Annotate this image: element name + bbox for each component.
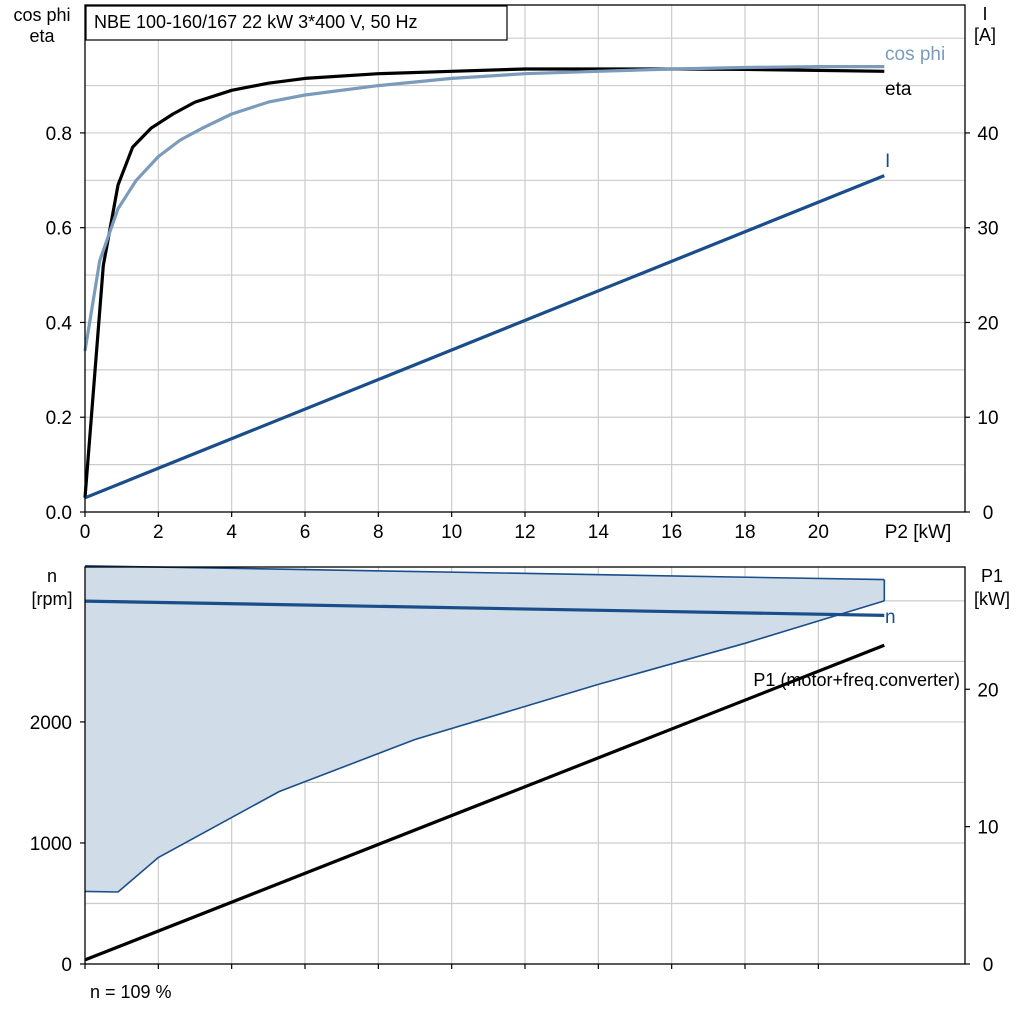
y-axis-right-title-line2: [A] [974,25,996,45]
x-tick-label: 0 [80,522,91,543]
x-tick-label: 8 [373,522,384,543]
y-tick-label-right: 0 [983,955,994,976]
top-chart: 0 2 4 6 8 10 12 14 16 18 20 0.0 0.2 0.4 0.6 0.8 0 10 20 30 4… [13,4,998,543]
footnote-speed: n = 109 % [90,982,172,1002]
y-axis-left-title-line1: cos phi [13,5,70,25]
x-tick-label: 12 [514,522,535,543]
y-tick-label-right: 10 [977,818,998,839]
x-tick-label: 6 [300,522,311,543]
y-tick-label-left: 2000 [30,713,72,734]
y-tick-label-left: 0.2 [46,408,72,429]
series-line-cos-phi [83,64,885,352]
bottom-ticks: 0 1000 2000 0 10 20 [30,680,999,976]
legend-eta: eta [885,79,912,100]
x-tick-label: 16 [661,522,682,543]
y-tick-label-left: 0.4 [46,313,73,334]
y-tick-label-right: 0 [983,503,994,524]
legend-cos-phi: cos phi [885,44,945,65]
y-tick-label-left: 0 [61,955,72,976]
y-tick-label-left: 1000 [30,834,72,855]
series-line-i [84,174,885,500]
y-axis-left-title-line2: [rpm] [31,589,72,609]
y-axis-left-title-line2: eta [29,26,55,46]
y-tick-label-right: 40 [977,124,998,145]
chart-title: NBE 100-160/167 22 kW 3*400 V, 50 Hz [94,12,418,32]
chart-title-box [85,5,508,41]
top-series [83,64,885,500]
x-tick-label: 2 [153,522,164,543]
x-tick-label: 4 [226,522,237,543]
y-tick-label-right: 20 [977,313,998,334]
series-line-n [84,599,885,617]
y-axis-right-title-line1: I [982,4,987,24]
y-tick-label-right: 20 [977,680,998,701]
top-ticks: 0 2 4 6 8 10 12 14 16 18 20 0.0 0.2 0.4 0.6 0.8 0 10 20 30 4… [46,124,999,543]
x-tick-label: 14 [588,522,610,543]
operating-range-area [85,565,885,892]
legend-speed: n [885,607,896,628]
operating-range-upper-edge [84,565,885,581]
y-axis-right-title-line2: [kW] [974,589,1010,609]
y-tick-label-right: 10 [977,408,998,429]
x-tick-label: 18 [734,522,755,543]
top-grid [85,5,965,512]
series-line-p1-motor-freq-converter [84,643,885,962]
y-tick-label-right: 30 [977,219,998,240]
y-tick-label-left: 0.8 [46,124,72,145]
y-axis-right-title-line1: P1 [981,566,1003,586]
x-tick-label: 20 [808,522,829,543]
legend-p1: P1 (motor+freq.converter) [753,670,960,690]
y-tick-label-left: 0.0 [46,503,72,524]
y-tick-label-left: 0.6 [46,219,72,240]
operating-range-lower-edge [84,600,885,893]
legend-current: I [885,151,890,172]
bottom-series [84,565,886,962]
x-axis-title: P2 [kW] [885,522,952,543]
x-tick-label: 10 [441,522,462,543]
y-axis-left-title-line1: n [47,566,57,586]
bottom-chart: 0 1000 2000 0 10 20 n [rpm] P1 [kW] n P1 (mot… [30,565,1010,1002]
